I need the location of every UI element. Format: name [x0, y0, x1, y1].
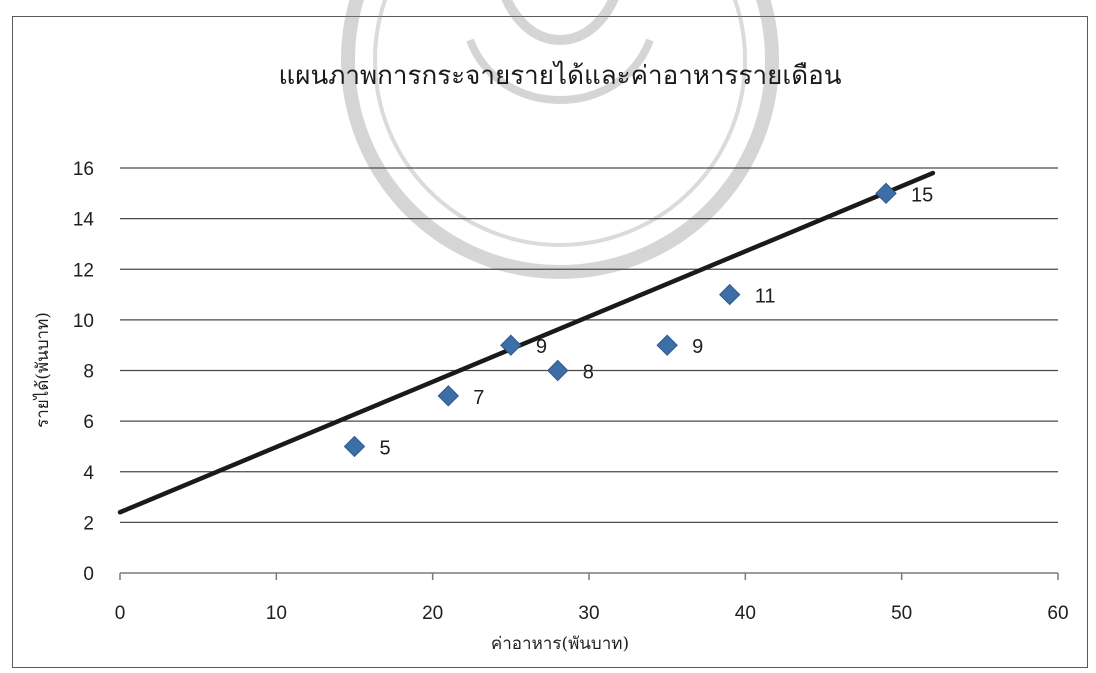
y-tick-label: 16 — [73, 159, 94, 180]
chart-title: แผนภาพการกระจายรายได้และค่าอาหารรายเดือน — [279, 60, 842, 91]
data-label: 8 — [583, 362, 594, 384]
y-tick-label: 4 — [83, 463, 94, 484]
data-labels: 5 7 9 8 9 11 15 — [380, 184, 934, 459]
data-point — [343, 435, 366, 458]
y-tick-label: 14 — [73, 210, 95, 231]
data-point — [500, 334, 522, 356]
data-point — [437, 385, 460, 407]
data-point — [656, 334, 678, 356]
data-label: 9 — [692, 336, 703, 358]
y-axis-label: รายได้(พันบาท) — [32, 312, 53, 428]
x-tick-label: 40 — [735, 603, 756, 624]
data-label: 11 — [755, 286, 776, 308]
x-tick-labels: 0 10 20 30 40 50 60 — [115, 573, 1069, 624]
x-tick-label: 10 — [266, 603, 287, 624]
trendline — [117, 170, 936, 515]
x-tick-label: 0 — [115, 603, 126, 624]
y-tick-label: 2 — [83, 513, 94, 534]
y-tick-label: 6 — [83, 412, 94, 433]
university-seal-watermark — [341, 0, 779, 279]
y-tick-label: 12 — [73, 260, 94, 281]
data-label: 7 — [473, 387, 484, 409]
y-tick-labels: 0 2 4 6 8 10 12 14 16 — [73, 159, 95, 585]
data-points — [343, 182, 897, 458]
x-tick-label: 30 — [578, 603, 599, 624]
y-tick-label: 8 — [83, 362, 94, 383]
y-tick-label: 0 — [83, 564, 94, 585]
gridlines — [120, 167, 1058, 523]
x-tick-label: 20 — [422, 603, 443, 624]
data-point — [875, 182, 897, 205]
data-point — [547, 359, 569, 382]
x-tick-label: 60 — [1047, 603, 1068, 624]
data-label: 15 — [911, 184, 933, 206]
x-tick-label: 50 — [891, 603, 912, 624]
chart-frame — [12, 16, 1088, 668]
data-point — [718, 283, 741, 306]
data-label: 5 — [380, 437, 391, 459]
y-tick-label: 10 — [73, 311, 94, 332]
data-label: 9 — [536, 336, 547, 358]
x-axis-label: ค่าอาหาร(พันบาท) — [491, 634, 629, 654]
